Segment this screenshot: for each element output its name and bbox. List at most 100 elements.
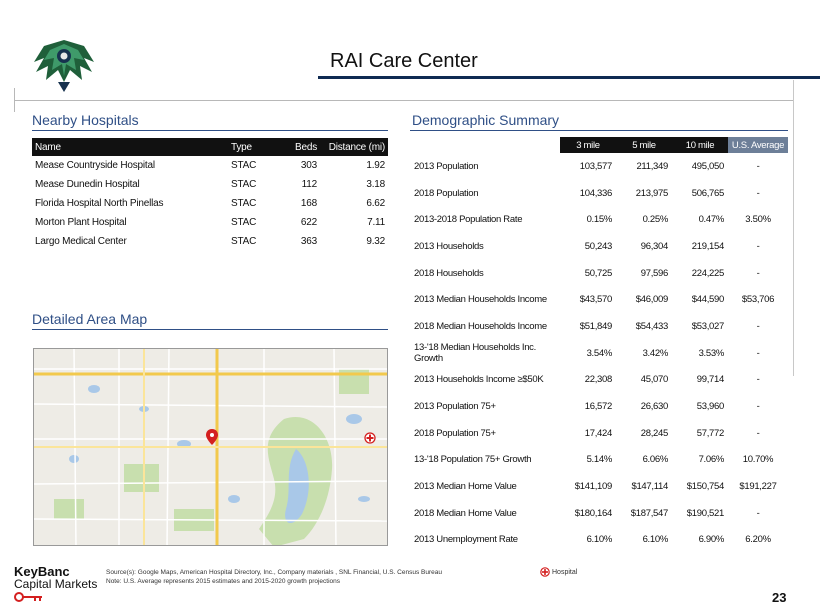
row-label: 13-'18 Population 75+ Growth: [414, 454, 532, 466]
row-label: 2013 Unemployment Rate: [414, 534, 518, 546]
table-row: Mease Dunedin Hospital STAC 112 3.18: [32, 175, 388, 194]
table-cell: 168: [300, 198, 317, 209]
table-cell: 99,714: [696, 374, 725, 386]
table-cell: STAC: [231, 198, 257, 209]
column-header: 10 mile: [672, 137, 728, 153]
table-cell: $191,227: [739, 481, 777, 493]
area-map[interactable]: [33, 348, 388, 546]
note-text: Note: U.S. Average represents 2015 estim…: [106, 578, 341, 585]
table-cell: $187,547: [630, 507, 669, 519]
table-cell: 6.62: [366, 198, 385, 209]
eagle-logo-icon: [34, 40, 94, 92]
table-cell: 3.18: [366, 179, 385, 190]
header-divider-left: [14, 88, 15, 112]
table-cell: $53,027: [691, 320, 725, 332]
right-edge-rule: [793, 80, 794, 376]
column-header: Name: [32, 138, 228, 156]
table-cell: 0.15%: [586, 214, 613, 226]
table-cell: Largo Medical Center: [35, 236, 127, 247]
table-cell: STAC: [231, 160, 257, 171]
table-row: Largo Medical Center STAC 363 9.32: [32, 232, 388, 251]
table-row: 2013 Median Home Value $141,109 $147,114 $1…: [410, 473, 788, 500]
table-cell: STAC: [231, 217, 257, 228]
column-header-blank: [410, 137, 560, 153]
table-row: 2013 Unemployment Rate 6.10% 6.10% 6.90% 6.2…: [410, 527, 788, 554]
column-header: Beds: [280, 138, 320, 156]
table-cell: 303: [300, 160, 317, 171]
table-cell: 7.06%: [698, 454, 725, 466]
table-cell: 3.42%: [642, 347, 669, 359]
map-legend: Hospital: [540, 567, 577, 577]
sources-note: Source(s): Google Maps, American Hospita…: [106, 568, 442, 586]
table-row: 13-'18 Population 75+ Growth 5.14% 6.06% 7.…: [410, 447, 788, 474]
table-cell: Morton Plant Hospital: [35, 217, 127, 228]
table-row: Morton Plant Hospital STAC 622 7.11: [32, 213, 388, 232]
table-cell: 3.54%: [586, 347, 613, 359]
table-cell: STAC: [231, 236, 257, 247]
table-cell: 0.25%: [642, 214, 669, 226]
table-cell: 224,225: [691, 267, 725, 279]
table-cell: 57,772: [696, 427, 725, 439]
table-row: 2013 Population 103,577 211,349 495,050 -: [410, 153, 788, 180]
row-label: 2018 Median Home Value: [414, 507, 517, 519]
table-cell: 10.70%: [742, 454, 774, 466]
table-row: 2018 Median Households Income $51,849 $54,…: [410, 313, 788, 340]
column-header: U.S. Average: [728, 137, 788, 153]
table-cell: 219,154: [691, 240, 725, 252]
table-cell: 9.32: [366, 236, 385, 247]
table-row: Mease Countryside Hospital STAC 303 1.92: [32, 156, 388, 175]
table-cell: -: [756, 374, 760, 386]
table-row: 2018 Population 75+ 17,424 28,245 57,772 -: [410, 420, 788, 447]
row-label: 2013 Households: [414, 240, 484, 252]
hospitals-table: Name Type Beds Distance (mi) Mease Count…: [32, 138, 388, 251]
table-cell: 622: [300, 217, 317, 228]
table-cell: $43,570: [579, 294, 613, 306]
table-cell: $44,590: [691, 294, 725, 306]
table-cell: $147,114: [631, 481, 668, 493]
table-cell: -: [756, 187, 760, 199]
table-cell: 6.06%: [642, 454, 669, 466]
demographics-header-row: 3 mile 5 mile 10 mile U.S. Average: [410, 137, 788, 153]
table-cell: 363: [300, 236, 317, 247]
nearby-hospitals-rule: [32, 130, 388, 131]
table-cell: 16,572: [584, 401, 613, 413]
row-label: 2013-2018 Population Rate: [414, 214, 523, 226]
table-row: 2013 Households 50,243 96,304 219,154 -: [410, 233, 788, 260]
table-cell: 495,050: [691, 160, 725, 172]
table-cell: Florida Hospital North Pinellas: [35, 198, 164, 209]
table-cell: 104,336: [579, 187, 613, 199]
hospital-cross-icon: [540, 567, 550, 577]
table-cell: $51,849: [579, 320, 613, 332]
table-row: 2013 Population 75+ 16,572 26,630 53,960 -: [410, 393, 788, 420]
row-label: 2013 Population: [414, 160, 479, 172]
table-row: 2013 Households Income ≥$50K 22,308 45,070…: [410, 367, 788, 394]
column-header: 5 mile: [616, 137, 672, 153]
map-pin-icon: [206, 429, 218, 445]
hospitals-header-row: Name Type Beds Distance (mi): [32, 138, 388, 156]
row-label: 2013 Median Households Income: [414, 294, 547, 306]
table-cell: 53,960: [696, 401, 725, 413]
table-cell: $180,164: [574, 507, 613, 519]
table-cell: 213,975: [635, 187, 669, 199]
row-label: 2013 Median Home Value: [414, 481, 517, 493]
key-icon: [14, 592, 42, 602]
table-cell: 97,596: [640, 267, 669, 279]
table-cell: 6.90%: [698, 534, 725, 546]
table-row: 2013 Median Households Income $43,570 $46,…: [410, 286, 788, 313]
table-cell: 26,630: [640, 401, 669, 413]
table-cell: 3.50%: [745, 214, 771, 226]
demographics-table: 3 mile 5 mile 10 mile U.S. Average 2013 …: [410, 137, 788, 553]
row-label: 13-'18 Median Households Inc. Growth: [414, 342, 536, 365]
table-cell: -: [756, 401, 760, 413]
keybanc-brand: KeyBanc: [14, 564, 70, 579]
legend-label: Hospital: [552, 568, 578, 576]
title-rule: [318, 76, 820, 79]
table-cell: $150,754: [686, 481, 725, 493]
table-cell: -: [756, 507, 760, 519]
table-row: 2018 Median Home Value $180,164 $187,547 $1…: [410, 500, 788, 527]
header-divider: [14, 100, 794, 101]
table-cell: STAC: [231, 179, 257, 190]
row-label: 2013 Population 75+: [414, 401, 496, 413]
nearby-hospitals-title: Nearby Hospitals: [32, 112, 139, 128]
table-cell: -: [756, 160, 760, 172]
